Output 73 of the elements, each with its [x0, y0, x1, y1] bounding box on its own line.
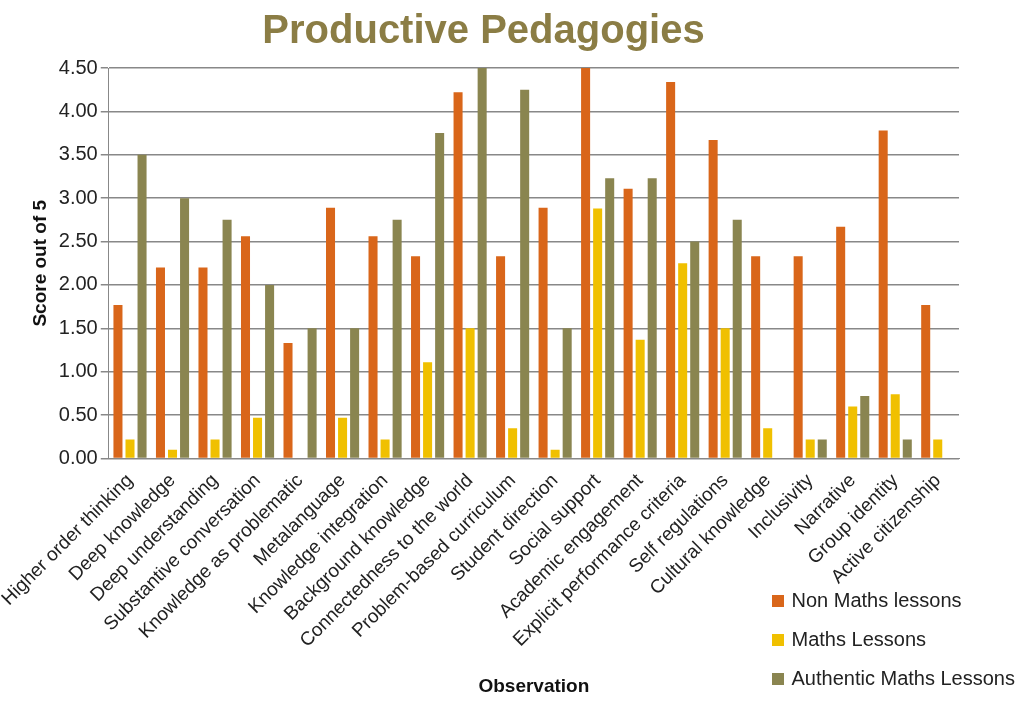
bar [423, 362, 433, 458]
y-axis-title: Score out of 5 [28, 199, 50, 327]
bar [520, 89, 530, 458]
bar [581, 68, 591, 458]
bar [817, 439, 827, 458]
bar [411, 256, 421, 458]
bar [623, 188, 633, 458]
chart-title: Productive Pedagogies [262, 7, 705, 52]
bar [477, 68, 487, 458]
bar [890, 394, 900, 458]
bar [496, 256, 506, 458]
bar [678, 263, 688, 458]
bar [155, 267, 165, 458]
bar [593, 208, 603, 458]
bar [666, 81, 676, 458]
bar [326, 207, 336, 458]
bar [902, 439, 912, 458]
bar [240, 236, 251, 458]
y-tick-label: 2.00 [58, 272, 98, 295]
bar [732, 219, 742, 458]
bar [210, 439, 220, 458]
bar [562, 328, 572, 458]
bar [720, 328, 730, 458]
bar [751, 256, 761, 458]
y-tick-label: 1.50 [58, 315, 98, 338]
bar [805, 439, 815, 458]
y-tick-label: 3.00 [58, 185, 98, 208]
y-tick-label: 4.50 [58, 55, 98, 78]
bar [265, 284, 275, 458]
bar [113, 304, 123, 458]
legend-label: Non Maths lessons [791, 589, 962, 612]
bar [635, 339, 645, 458]
legend-label: Maths Lessons [791, 628, 927, 651]
y-tick-label: 0.50 [58, 402, 98, 425]
bar [168, 449, 178, 458]
bar [690, 241, 700, 458]
bar [338, 417, 348, 458]
bar [763, 428, 773, 458]
y-tick-label: 4.00 [58, 98, 98, 121]
y-tick-label: 2.50 [58, 229, 98, 252]
bar [253, 417, 263, 458]
bar [836, 226, 846, 458]
bar [350, 328, 360, 458]
bar [368, 236, 378, 458]
bar [550, 449, 560, 458]
bar [465, 328, 475, 458]
bar [380, 439, 390, 458]
bar [605, 178, 615, 458]
y-tick-label: 1.00 [58, 359, 98, 382]
bar [933, 439, 943, 458]
bar [860, 396, 870, 458]
bar [435, 133, 445, 458]
bar [878, 130, 888, 458]
bar [198, 267, 208, 458]
y-tick-label: 3.50 [58, 142, 98, 165]
bar [708, 140, 718, 458]
bar [921, 304, 931, 458]
bar [538, 207, 548, 458]
legend-label: Authentic Maths Lessons [791, 667, 1015, 690]
bar [125, 439, 135, 458]
bar [508, 428, 518, 458]
bar [222, 219, 232, 458]
bar [453, 92, 463, 458]
y-tick-label: 0.00 [58, 446, 98, 469]
bar [392, 219, 402, 458]
bar [137, 154, 147, 458]
bar [647, 178, 657, 458]
bar [307, 328, 317, 458]
bar [793, 256, 803, 458]
x-axis-title: Observation [478, 674, 590, 696]
bar [848, 406, 858, 458]
bar [180, 198, 190, 458]
bar [283, 343, 293, 458]
